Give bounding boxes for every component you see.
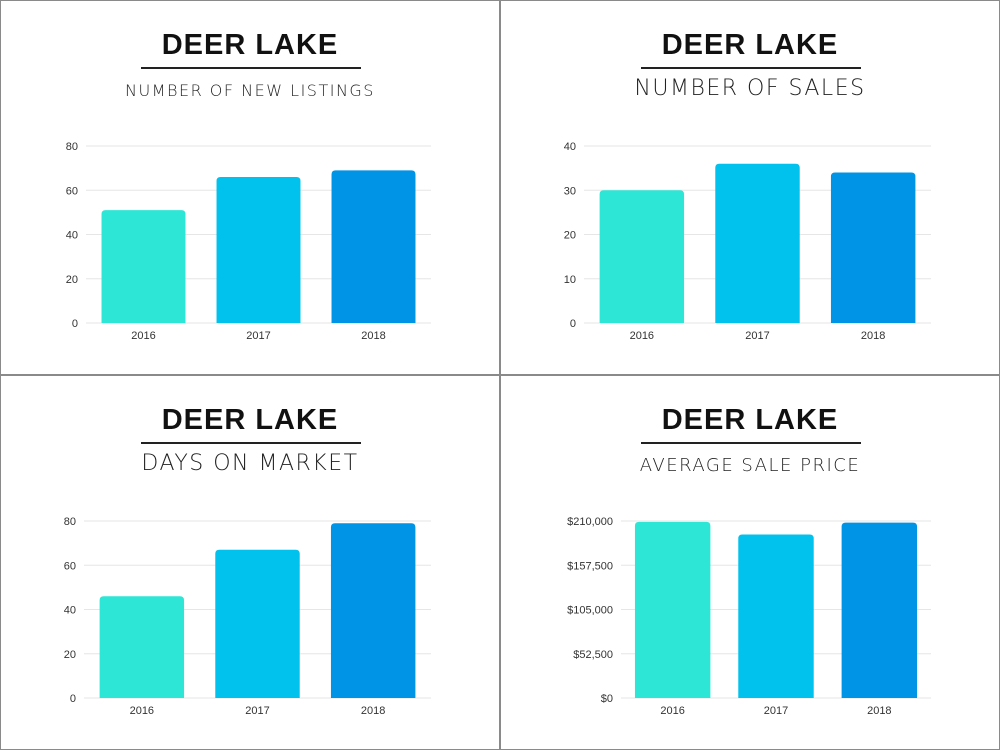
y-tick-label: 60 bbox=[66, 185, 78, 197]
x-tick-label: 2018 bbox=[361, 705, 385, 717]
x-tick-label: 2016 bbox=[660, 705, 684, 717]
bar-2016 bbox=[99, 596, 185, 698]
y-tick-label: 80 bbox=[64, 516, 76, 528]
bar-2016 bbox=[599, 190, 685, 323]
chart-subtitle: DAYS ON MARKET bbox=[141, 451, 359, 476]
y-tick-label: 20 bbox=[564, 230, 576, 242]
panel-sales: DEER LAKE NUMBER OF SALES 0 10 20 30 40 2016 2… bbox=[500, 0, 1000, 375]
bar-chart: $0 $52,500 $105,000 $157,500 $210,000 2016 201… bbox=[567, 516, 931, 717]
y-tick-label: 0 bbox=[570, 318, 576, 330]
chart-subtitle: NUMBER OF SALES bbox=[634, 76, 866, 101]
title-divider bbox=[141, 442, 361, 444]
bar-chart: 0 20 40 60 80 2016 2017 2018 bbox=[66, 141, 431, 342]
x-tick-label: 2016 bbox=[131, 330, 155, 342]
y-tick-label: 10 bbox=[564, 274, 576, 286]
y-tick-label: 40 bbox=[66, 230, 78, 242]
chart-title: DEER LAKE bbox=[661, 29, 839, 61]
bar-2016 bbox=[101, 210, 186, 323]
bar-2017 bbox=[715, 163, 800, 323]
bar-2018 bbox=[331, 170, 416, 323]
x-tick-label: 2017 bbox=[246, 330, 270, 342]
panel-average-sale-price: DEER LAKE AVERAGE SALE PRICE $0 $52,500 $1… bbox=[500, 375, 1000, 750]
title-divider bbox=[641, 67, 861, 69]
chart-subtitle: AVERAGE SALE PRICE bbox=[639, 455, 861, 476]
bar-2018 bbox=[830, 172, 916, 323]
y-tick-label: $157,500 bbox=[567, 560, 613, 572]
panel-new-listings: DEER LAKE NUMBER OF NEW LISTINGS 0 20 40 60… bbox=[0, 0, 500, 375]
bar-2017 bbox=[216, 176, 301, 323]
title-divider bbox=[641, 442, 861, 444]
x-tick-label: 2017 bbox=[745, 330, 769, 342]
chart-title: DEER LAKE bbox=[661, 404, 839, 436]
y-tick-label: 60 bbox=[64, 560, 76, 572]
x-tick-label: 2017 bbox=[245, 705, 269, 717]
x-tick-label: 2016 bbox=[130, 705, 154, 717]
y-tick-label: $105,000 bbox=[567, 605, 613, 617]
bar-2016 bbox=[634, 521, 711, 698]
x-tick-label: 2018 bbox=[361, 330, 385, 342]
x-tick-label: 2018 bbox=[861, 330, 885, 342]
y-tick-label: $0 bbox=[601, 693, 613, 705]
chart-subtitle: NUMBER OF NEW LISTINGS bbox=[125, 81, 375, 100]
chart-title: DEER LAKE bbox=[161, 29, 339, 61]
y-tick-label: 0 bbox=[72, 318, 78, 330]
panel-days-on-market: DEER LAKE DAYS ON MARKET 0 20 40 60 80 2016 20… bbox=[0, 375, 500, 750]
y-tick-label: 80 bbox=[66, 141, 78, 153]
y-tick-label: 40 bbox=[564, 141, 576, 153]
bar-chart: 0 10 20 30 40 2016 2017 2018 bbox=[564, 141, 931, 342]
bar-chart: 0 20 40 60 80 2016 2017 2018 bbox=[64, 516, 431, 717]
bar-2018 bbox=[841, 522, 918, 698]
y-tick-label: $210,000 bbox=[567, 516, 613, 528]
chart-title: DEER LAKE bbox=[161, 404, 339, 436]
y-tick-label: 20 bbox=[66, 274, 78, 286]
y-tick-label: 40 bbox=[64, 605, 76, 617]
y-tick-label: 30 bbox=[564, 185, 576, 197]
x-tick-label: 2018 bbox=[867, 705, 891, 717]
y-tick-label: 0 bbox=[70, 693, 76, 705]
y-tick-label: $52,500 bbox=[573, 649, 613, 661]
x-tick-label: 2017 bbox=[764, 705, 788, 717]
bar-2017 bbox=[738, 534, 814, 698]
title-divider bbox=[141, 67, 361, 69]
bar-2018 bbox=[330, 523, 416, 698]
x-tick-label: 2016 bbox=[630, 330, 654, 342]
bar-2017 bbox=[215, 549, 300, 698]
y-tick-label: 20 bbox=[64, 649, 76, 661]
